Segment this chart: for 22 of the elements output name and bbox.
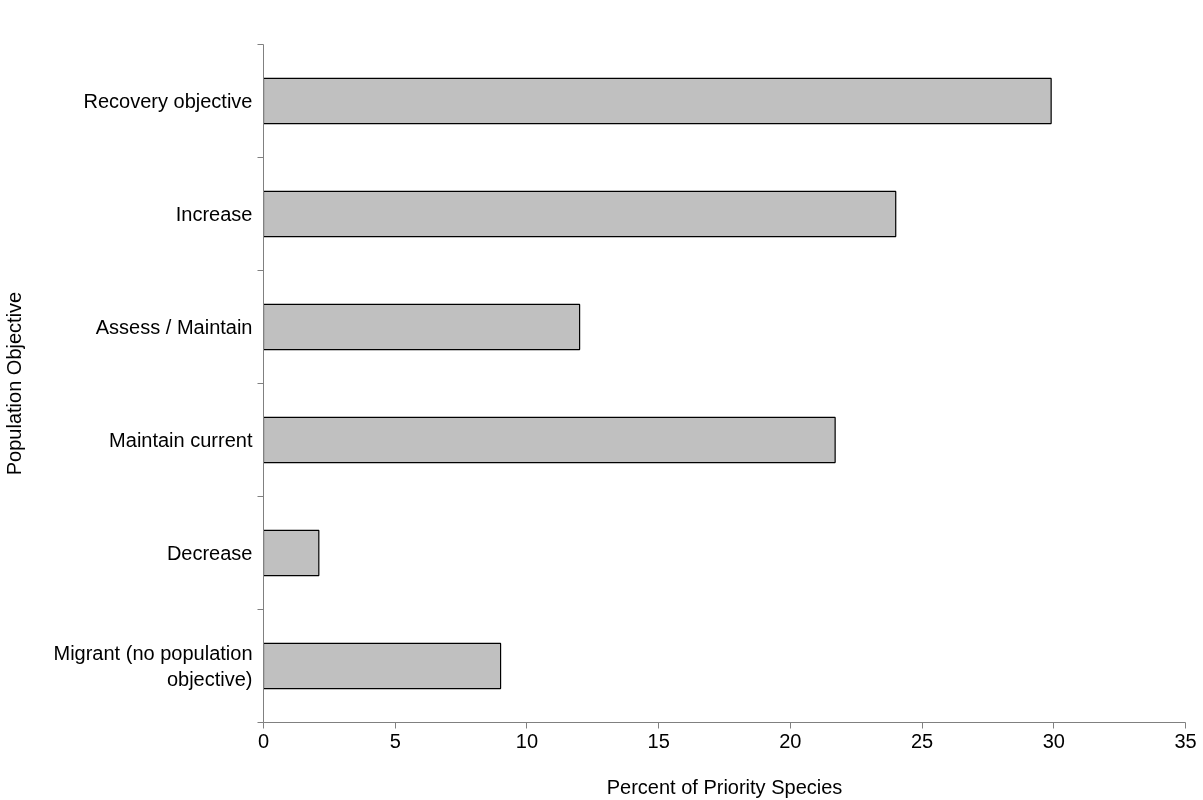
x-tick-label: 25 bbox=[910, 729, 934, 752]
y-tick-label: Increase bbox=[175, 203, 253, 225]
x-tick-label: 15 bbox=[647, 729, 670, 752]
y-tick-label: Decrease bbox=[166, 542, 253, 564]
x-axis-title: Percent of Priority Species bbox=[606, 775, 843, 798]
x-tick-label: 20 bbox=[779, 729, 802, 752]
y-tick-label: Recovery objective bbox=[83, 90, 253, 112]
y-tick-label: Migrant (no population objective) bbox=[53, 641, 253, 691]
y-tick-label: Maintain current bbox=[109, 429, 253, 451]
bar bbox=[263, 416, 836, 464]
bar bbox=[263, 303, 581, 351]
x-tick-label: 30 bbox=[1042, 729, 1065, 752]
x-tick-label: 0 bbox=[257, 729, 270, 752]
x-tick-label: 5 bbox=[389, 729, 401, 752]
y-tick-label: Assess / Maintain bbox=[95, 316, 253, 338]
bar bbox=[263, 642, 502, 690]
bar bbox=[263, 190, 897, 238]
bar bbox=[263, 77, 1052, 125]
bar bbox=[263, 529, 320, 577]
y-axis-title: Population Objective bbox=[3, 291, 26, 476]
x-tick-label: 35 bbox=[1174, 729, 1197, 752]
x-tick-label: 10 bbox=[515, 729, 539, 752]
